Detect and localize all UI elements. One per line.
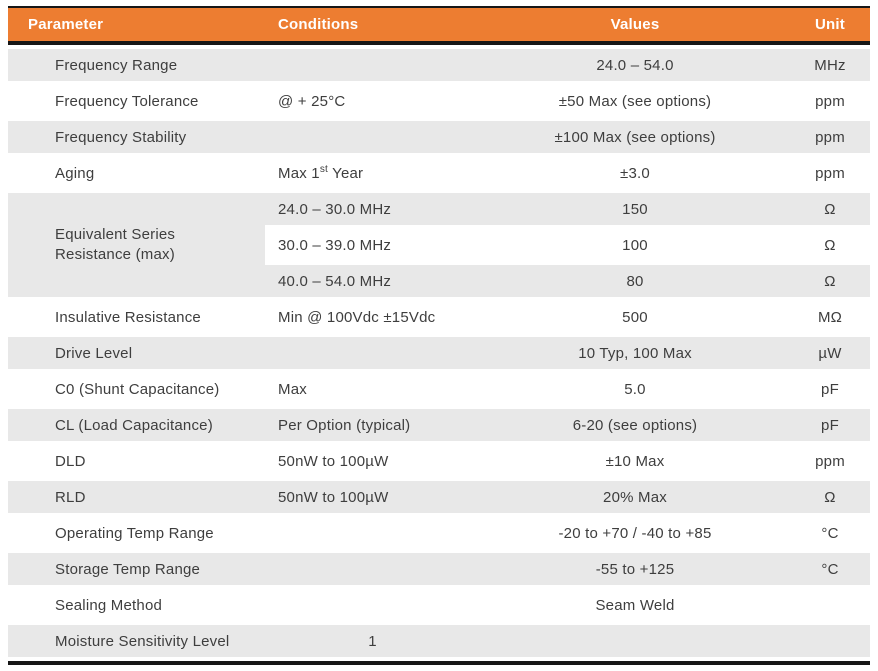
conditions-text: Year — [328, 164, 364, 182]
table-row: Sealing Method Seam Weld — [8, 589, 870, 621]
param-cell: Frequency Stability — [8, 121, 265, 153]
conditions-cell: 50nW to 100µW — [265, 481, 480, 513]
table-row: Aging Max 1st Year ±3.0 ppm — [8, 157, 870, 189]
table-row: Insulative Resistance Min @ 100Vdc ±15Vd… — [8, 301, 870, 333]
conditions-cell: 24.0 – 30.0 MHz — [265, 193, 480, 225]
value-cell: 500 — [480, 301, 790, 333]
value-cell — [480, 625, 790, 657]
param-cell: RLD — [8, 481, 265, 513]
value-cell: 5.0 — [480, 373, 790, 405]
param-line-1: Equivalent Series — [55, 225, 176, 243]
unit-cell: ppm — [790, 85, 870, 117]
unit-cell: MΩ — [790, 301, 870, 333]
conditions-cell: 50nW to 100µW — [265, 445, 480, 477]
param-cell: Storage Temp Range — [8, 553, 265, 585]
table-row: Frequency Stability ±100 Max (see option… — [8, 121, 870, 153]
unit-cell: Ω — [790, 481, 870, 513]
unit-cell: °C — [790, 517, 870, 549]
value-cell: 20% Max — [480, 481, 790, 513]
value-cell: ±3.0 — [480, 157, 790, 189]
conditions-cell: Max 1st Year — [265, 157, 480, 189]
param-cell-esr-group: Equivalent Series Resistance (max) — [8, 193, 265, 297]
unit-cell: Ω — [790, 193, 870, 225]
spec-table: Parameter Conditions Values Unit Frequen… — [8, 2, 870, 665]
table-row: Frequency Range 24.0 – 54.0 MHz — [8, 49, 870, 81]
value-cell: 24.0 – 54.0 — [480, 49, 790, 81]
ordinal-superscript: st — [319, 163, 329, 175]
param-cell: Insulative Resistance — [8, 301, 265, 333]
table-row: 30.0 – 39.0 MHz 100 Ω — [8, 229, 870, 261]
param-cell: Frequency Range — [8, 49, 265, 81]
conditions-cell: Per Option (typical) — [265, 409, 480, 441]
unit-cell — [790, 589, 870, 621]
table-row: DLD 50nW to 100µW ±10 Max ppm — [8, 445, 870, 477]
param-cell: C0 (Shunt Capacitance) — [8, 373, 265, 405]
conditions-cell: 1 — [265, 625, 480, 657]
conditions-cell — [265, 121, 480, 153]
unit-cell: µW — [790, 337, 870, 369]
conditions-cell — [265, 517, 480, 549]
value-cell: Seam Weld — [480, 589, 790, 621]
unit-cell: pF — [790, 373, 870, 405]
value-cell: -55 to +125 — [480, 553, 790, 585]
header-values: Values — [480, 6, 790, 45]
conditions-cell: 40.0 – 54.0 MHz — [265, 265, 480, 297]
value-cell: 150 — [480, 193, 790, 225]
unit-cell: MHz — [790, 49, 870, 81]
value-cell: 10 Typ, 100 Max — [480, 337, 790, 369]
table-row: Operating Temp Range -20 to +70 / -40 to… — [8, 517, 870, 549]
conditions-cell: Max — [265, 373, 480, 405]
conditions-cell — [265, 337, 480, 369]
conditions-cell: 30.0 – 39.0 MHz — [265, 229, 480, 261]
table-row: Equivalent Series Resistance (max) 24.0 … — [8, 193, 870, 297]
param-cell: Drive Level — [8, 337, 265, 369]
param-cell: CL (Load Capacitance) — [8, 409, 265, 441]
unit-cell: ppm — [790, 121, 870, 153]
param-cell: DLD — [8, 445, 265, 477]
unit-cell: Ω — [790, 229, 870, 261]
table-row: C0 (Shunt Capacitance) Max 5.0 pF — [8, 373, 870, 405]
conditions-cell — [265, 49, 480, 81]
unit-cell: Ω — [790, 265, 870, 297]
table-row: Frequency Tolerance @ + 25°C ±50 Max (se… — [8, 85, 870, 117]
conditions-cell — [265, 553, 480, 585]
conditions-cell: Min @ 100Vdc ±15Vdc — [265, 301, 480, 333]
param-cell: Frequency Tolerance — [8, 85, 265, 117]
param-cell: Aging — [8, 157, 265, 189]
unit-cell: ppm — [790, 157, 870, 189]
value-cell: ±50 Max (see options) — [480, 85, 790, 117]
table-row: RLD 50nW to 100µW 20% Max Ω — [8, 481, 870, 513]
unit-cell: °C — [790, 553, 870, 585]
unit-cell: ppm — [790, 445, 870, 477]
param-cell: Sealing Method — [8, 589, 265, 621]
value-cell: 100 — [480, 229, 790, 261]
param-line-2: Resistance (max) — [55, 246, 175, 263]
value-cell: 6-20 (see options) — [480, 409, 790, 441]
table-row: CL (Load Capacitance) Per Option (typica… — [8, 409, 870, 441]
table-row: Moisture Sensitivity Level 1 — [8, 625, 870, 657]
unit-cell — [790, 625, 870, 657]
header-row: Parameter Conditions Values Unit — [8, 6, 870, 45]
conditions-cell — [265, 589, 480, 621]
table-row: Storage Temp Range -55 to +125 °C — [8, 553, 870, 585]
value-cell: ±100 Max (see options) — [480, 121, 790, 153]
conditions-cell: @ + 25°C — [265, 85, 480, 117]
param-cell: Moisture Sensitivity Level — [8, 625, 265, 657]
value-cell: 80 — [480, 265, 790, 297]
param-cell: Operating Temp Range — [8, 517, 265, 549]
header-parameter: Parameter — [8, 6, 265, 45]
header-unit: Unit — [790, 6, 870, 45]
header-conditions: Conditions — [265, 6, 480, 45]
unit-cell: pF — [790, 409, 870, 441]
table-row: 40.0 – 54.0 MHz 80 Ω — [8, 265, 870, 297]
value-cell: ±10 Max — [480, 445, 790, 477]
table-row: Drive Level 10 Typ, 100 Max µW — [8, 337, 870, 369]
value-cell: -20 to +70 / -40 to +85 — [480, 517, 790, 549]
conditions-text: Max 1 — [278, 164, 320, 182]
